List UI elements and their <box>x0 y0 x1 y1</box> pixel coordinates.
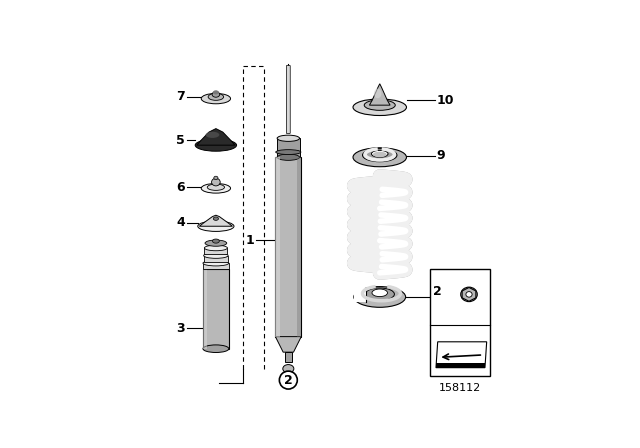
Text: 4: 4 <box>176 216 185 229</box>
Polygon shape <box>369 84 390 105</box>
Text: 1: 1 <box>245 233 254 246</box>
Polygon shape <box>354 289 366 302</box>
Polygon shape <box>275 157 280 336</box>
Polygon shape <box>297 157 301 336</box>
Text: 10: 10 <box>436 94 454 107</box>
Ellipse shape <box>208 94 223 100</box>
Ellipse shape <box>283 365 294 373</box>
FancyBboxPatch shape <box>287 65 290 134</box>
Ellipse shape <box>201 94 230 104</box>
Polygon shape <box>277 138 300 157</box>
Polygon shape <box>436 363 485 368</box>
Ellipse shape <box>362 149 397 162</box>
Text: 5: 5 <box>176 134 185 146</box>
Ellipse shape <box>204 245 227 251</box>
Text: 8: 8 <box>436 290 445 303</box>
Ellipse shape <box>205 240 227 246</box>
Polygon shape <box>275 336 301 352</box>
Polygon shape <box>204 255 228 262</box>
Ellipse shape <box>212 178 220 186</box>
Ellipse shape <box>195 139 237 151</box>
Ellipse shape <box>277 154 300 160</box>
Ellipse shape <box>277 135 300 142</box>
Ellipse shape <box>461 287 477 302</box>
Ellipse shape <box>276 150 301 155</box>
Text: 7: 7 <box>176 90 185 103</box>
Ellipse shape <box>372 289 387 297</box>
Circle shape <box>280 371 298 389</box>
Text: 9: 9 <box>436 149 445 162</box>
Ellipse shape <box>212 92 220 97</box>
Ellipse shape <box>365 288 394 301</box>
Ellipse shape <box>203 345 229 353</box>
Ellipse shape <box>204 253 228 258</box>
Ellipse shape <box>364 100 396 110</box>
Ellipse shape <box>201 184 230 193</box>
Polygon shape <box>286 372 291 380</box>
Text: 3: 3 <box>176 322 185 335</box>
Text: 158112: 158112 <box>439 383 481 393</box>
Text: 6: 6 <box>176 181 185 194</box>
Ellipse shape <box>207 184 225 190</box>
Ellipse shape <box>373 152 387 157</box>
Polygon shape <box>462 288 476 302</box>
Polygon shape <box>203 269 229 349</box>
Ellipse shape <box>374 89 381 98</box>
Polygon shape <box>203 263 229 269</box>
Ellipse shape <box>214 176 218 180</box>
Ellipse shape <box>466 292 472 297</box>
Ellipse shape <box>205 132 220 138</box>
Polygon shape <box>285 352 292 362</box>
Ellipse shape <box>353 99 406 116</box>
Ellipse shape <box>213 90 219 94</box>
Ellipse shape <box>198 221 234 232</box>
Text: 2: 2 <box>433 285 442 298</box>
Ellipse shape <box>213 217 218 220</box>
Polygon shape <box>436 342 486 368</box>
Ellipse shape <box>203 260 229 266</box>
Text: 2: 2 <box>284 374 292 387</box>
Ellipse shape <box>354 287 406 307</box>
FancyBboxPatch shape <box>430 269 490 376</box>
Polygon shape <box>275 157 301 336</box>
Polygon shape <box>197 129 235 145</box>
Ellipse shape <box>371 151 388 157</box>
Polygon shape <box>199 215 232 226</box>
Polygon shape <box>204 248 227 254</box>
Ellipse shape <box>212 239 220 243</box>
Ellipse shape <box>353 148 406 167</box>
Polygon shape <box>203 269 207 349</box>
